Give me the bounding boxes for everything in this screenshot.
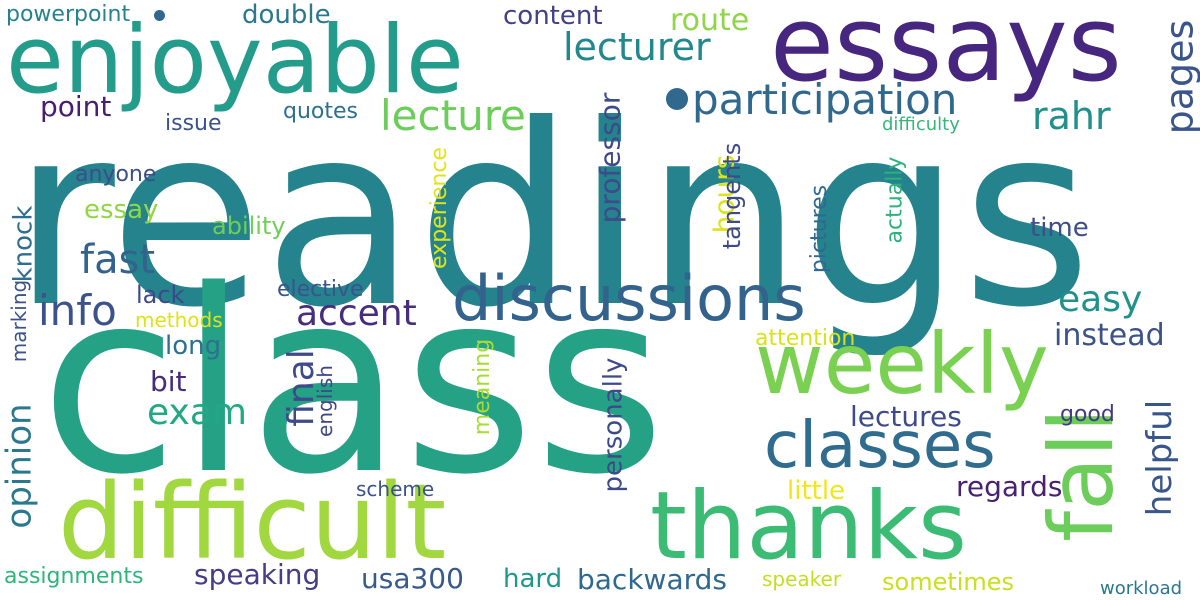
word-long: long	[165, 331, 222, 361]
word-backwards: backwards	[577, 563, 727, 596]
word-usa300: usa300	[361, 562, 464, 595]
word-content: content	[503, 1, 603, 31]
word-hard: hard	[503, 564, 563, 594]
word-pages: pages	[1157, 19, 1200, 135]
word-sometimes: sometimes	[882, 568, 1015, 596]
word-experience: experience	[426, 147, 452, 269]
word-lectures: lectures	[850, 400, 962, 433]
word-little: little	[787, 476, 846, 506]
word-personally: personally	[598, 357, 629, 493]
word-powerpoint: powerpoint	[6, 2, 131, 27]
word-good: good	[1060, 402, 1115, 427]
word-tangents: tangents	[718, 142, 747, 250]
word-anyone: anyone	[75, 162, 157, 187]
word-actually: actually	[882, 156, 908, 244]
word-class: class	[40, 237, 666, 530]
word-opinion: opinion	[0, 403, 40, 529]
word-pictures: pictures	[807, 184, 833, 274]
word-double: double	[242, 0, 331, 30]
dot-icon	[154, 10, 165, 21]
word-route: route	[670, 3, 750, 38]
word-helpful: helpful	[1140, 399, 1181, 517]
word-lecturer: lecturer	[563, 25, 711, 69]
word-methods: methods	[135, 308, 223, 332]
word-easy: easy	[1058, 279, 1143, 320]
word-meaning: meaning	[470, 338, 496, 436]
word-difficult: difficult	[58, 461, 447, 583]
word-instead: instead	[1054, 318, 1165, 353]
word-lack: lack	[136, 281, 185, 309]
word-scheme: scheme	[356, 477, 435, 501]
word-elective: elective	[277, 277, 364, 302]
word-weekly: weekly	[755, 315, 1049, 413]
word-lecture: lecture	[380, 91, 526, 140]
dot-icon	[666, 88, 688, 110]
word-knock: knock	[8, 205, 39, 283]
word-attention: attention	[755, 326, 856, 351]
word-ability: ability	[212, 212, 286, 240]
word-issue: issue	[165, 111, 222, 136]
word-thanks: thanks	[650, 472, 968, 581]
word-english: english	[312, 365, 337, 437]
word-accent: accent	[296, 293, 417, 334]
word-participation: participation	[692, 75, 958, 124]
word-discussions: discussions	[452, 262, 806, 335]
word-professor: professor	[593, 92, 627, 224]
word-enjoyable: enjoyable	[6, 6, 464, 115]
word-difficulty: difficulty	[882, 114, 960, 135]
word-essay: essay	[84, 195, 159, 225]
word-bit: bit	[150, 365, 187, 398]
word-workload: workload	[1100, 578, 1183, 599]
word-marking: marking	[7, 279, 32, 363]
word-assignments: assignments	[4, 564, 144, 589]
word-exam: exam	[147, 392, 247, 433]
word-essays: essays	[770, 0, 1122, 105]
word-regards: regards	[956, 470, 1063, 503]
word-info: info	[38, 286, 117, 335]
word-speaker: speaker	[762, 567, 842, 591]
word-speaking: speaking	[194, 558, 321, 591]
word-readings: readings	[12, 71, 1092, 362]
word-time: time	[1030, 213, 1089, 243]
word-point: point	[40, 90, 112, 123]
word-fast: fast	[80, 237, 156, 283]
word-quotes: quotes	[283, 99, 358, 124]
word-rahr: rahr	[1032, 94, 1111, 138]
word-classes: classes	[764, 409, 996, 483]
